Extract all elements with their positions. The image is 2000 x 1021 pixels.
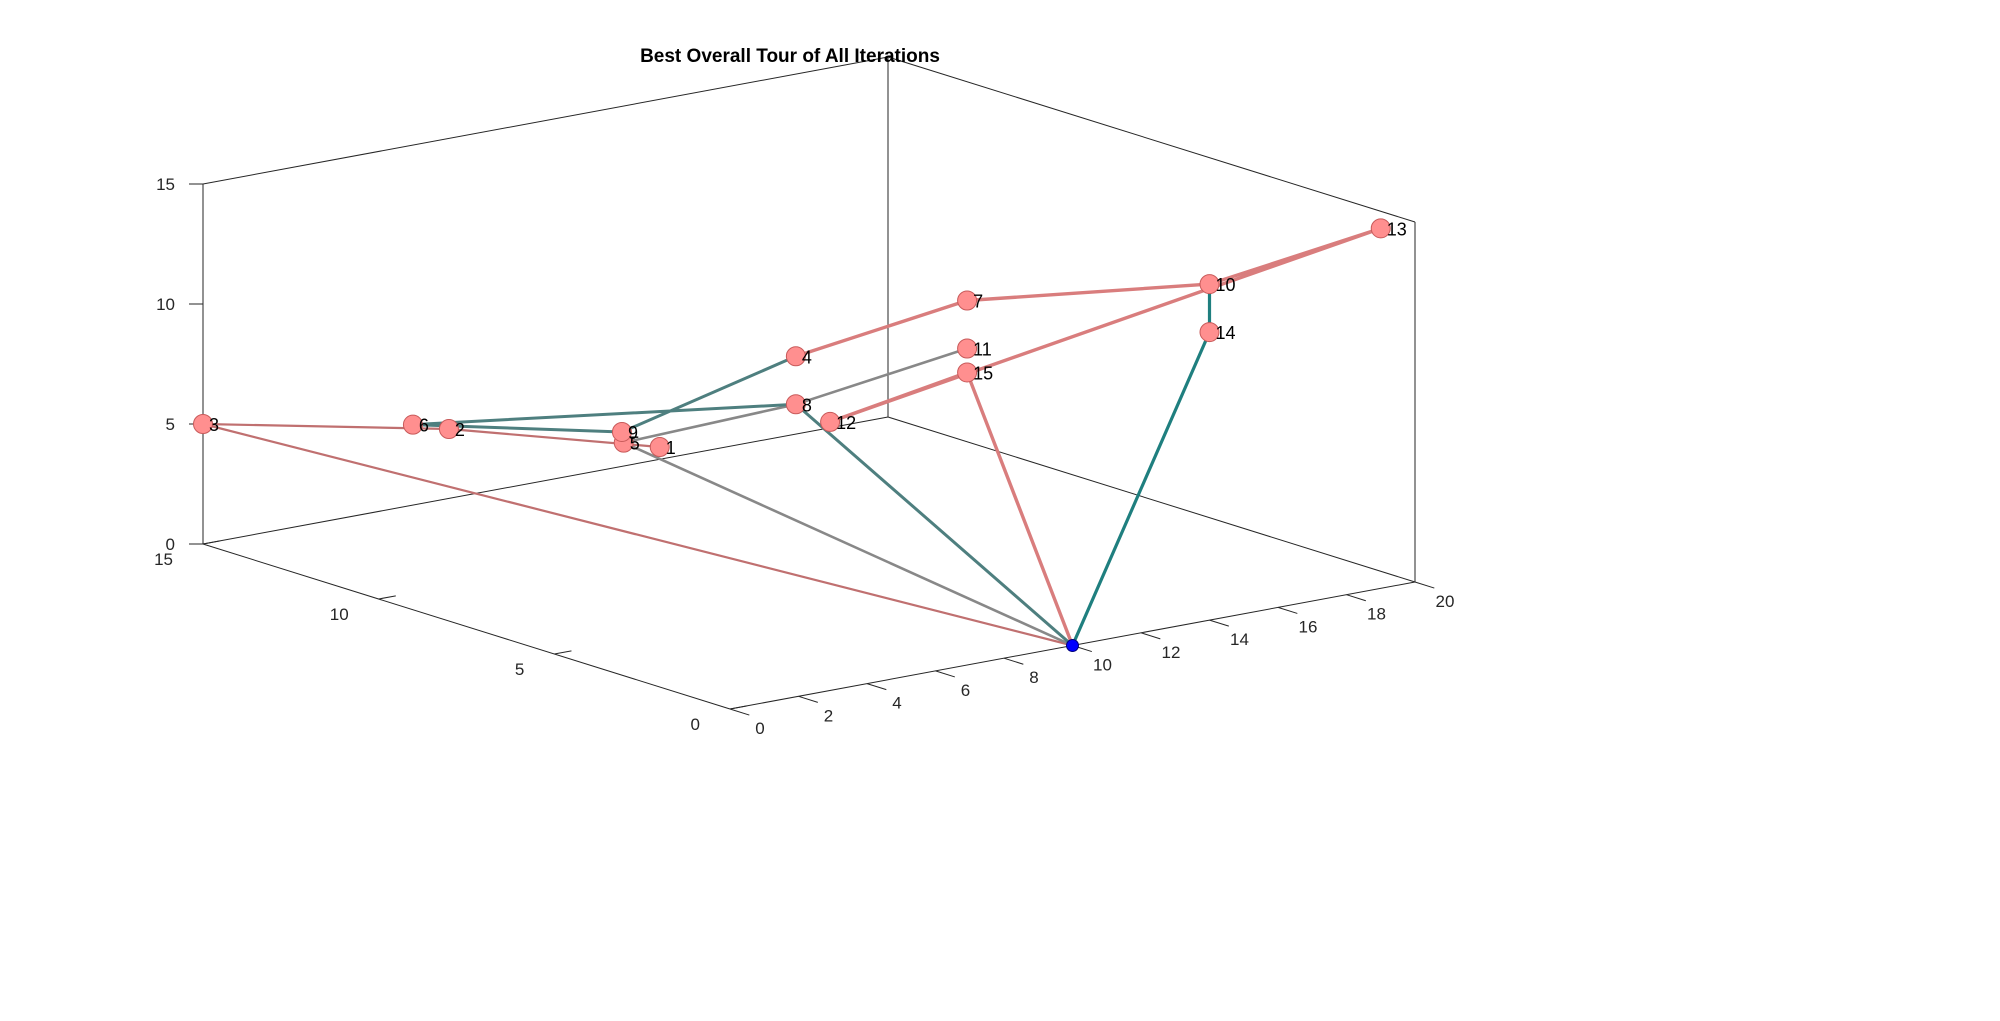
box-edge: [887, 416, 1416, 583]
node-label-6: 6: [419, 416, 429, 436]
x-tick-mark: [1414, 581, 1435, 589]
node-marker-7: [957, 290, 978, 311]
z-tick-label: 5: [166, 415, 175, 434]
y-tick-label: 5: [515, 660, 524, 679]
node-label-3: 3: [209, 415, 219, 435]
node-label-11: 11: [973, 340, 992, 360]
x-tick-label: 18: [1367, 605, 1386, 624]
x-tick-label: 20: [1436, 592, 1455, 611]
y-tick-label: 10: [330, 605, 349, 624]
x-tick-label: 10: [1093, 656, 1112, 675]
chart-title: Best Overall Tour of All Iterations: [640, 46, 940, 67]
box-edge: [202, 56, 889, 185]
node-label-4: 4: [802, 347, 812, 367]
route-line-2: [622, 347, 1074, 647]
y-tick-mark: [729, 705, 748, 710]
axes-box: [202, 56, 1416, 710]
x-tick-mark: [798, 695, 818, 703]
box-edge: [887, 56, 1416, 223]
x-tick-mark: [935, 670, 955, 678]
node-marker-13: [1370, 218, 1391, 239]
node-marker-9: [611, 421, 632, 442]
route-line-4: [794, 226, 1383, 648]
node-marker-12: [820, 411, 841, 432]
x-tick-label: 4: [892, 694, 901, 713]
node-marker-6: [402, 414, 423, 435]
node-marker-3: [193, 414, 213, 434]
x-tick-mark: [1209, 619, 1229, 627]
x-tick-mark: [1140, 632, 1161, 640]
y-tick-label: 0: [691, 715, 700, 734]
node-label-1: 1: [666, 438, 676, 458]
x-tick-label: 14: [1230, 630, 1249, 649]
x-tick-label: 2: [824, 706, 833, 725]
depot-marker: [1066, 639, 1079, 652]
node-label-15: 15: [973, 364, 993, 384]
node-marker-14: [1199, 322, 1220, 343]
x-tick-mark: [1003, 657, 1024, 665]
x-tick-label: 0: [755, 719, 764, 738]
x-tick-label: 6: [961, 681, 970, 700]
z-tick-label: 15: [156, 175, 175, 194]
y-tick-mark: [554, 650, 572, 655]
x-tick-label: 12: [1162, 643, 1181, 662]
x-tick-mark: [1346, 594, 1366, 602]
y-tick-mark: [202, 540, 221, 545]
y-tick-label: 15: [154, 550, 173, 569]
node-marker-2: [438, 419, 459, 439]
route-line-1: [201, 422, 1074, 647]
x-tick-label: 16: [1299, 617, 1318, 636]
node-marker-15: [957, 362, 978, 383]
node-label-5: 5: [630, 434, 640, 454]
node-marker-4: [785, 346, 806, 367]
node-marker-11: [957, 338, 978, 359]
y-tick-mark: [378, 595, 396, 600]
z-tick-label: 10: [156, 295, 175, 314]
node-marker-8: [785, 394, 806, 415]
y-axis-line: [202, 543, 731, 710]
node-label-14: 14: [1216, 323, 1236, 343]
node-label-9: 9: [628, 423, 638, 443]
node-marker-10: [1199, 274, 1220, 295]
node-marker-1: [649, 437, 670, 457]
node-label-12: 12: [836, 413, 856, 433]
x-tick-mark: [729, 708, 750, 716]
z-tick-label: 0: [166, 535, 175, 554]
route-line-5: [1070, 282, 1212, 648]
box-edge: [202, 416, 889, 545]
x-tick-mark: [866, 683, 887, 691]
x-tick-mark: [1277, 606, 1298, 614]
node-label-10: 10: [1216, 275, 1236, 295]
node-label-13: 13: [1387, 219, 1407, 239]
node-label-8: 8: [802, 395, 812, 415]
node-label-2: 2: [455, 420, 465, 440]
node-label-7: 7: [973, 292, 983, 312]
x-tick-label: 8: [1029, 668, 1038, 687]
